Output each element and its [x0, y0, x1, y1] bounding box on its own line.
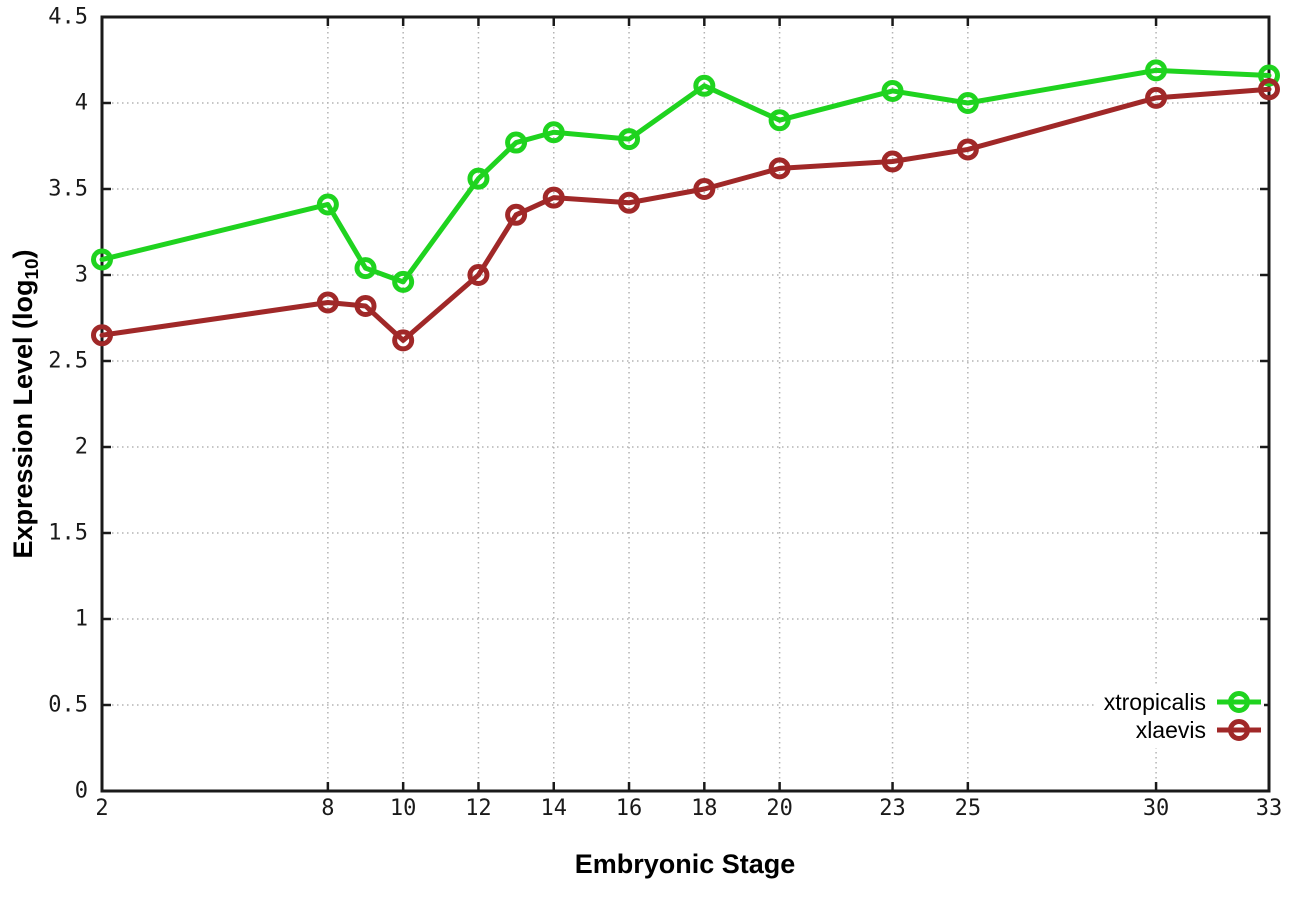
data-point-xlaevis	[956, 138, 979, 161]
y-tick-label: 3	[74, 262, 88, 288]
x-tick-label: 20	[766, 796, 793, 821]
data-point-xtropicalis	[1145, 59, 1168, 82]
x-tick-label: 33	[1255, 796, 1283, 821]
data-point-xtropicalis	[768, 109, 791, 132]
x-tick-label: 25	[954, 796, 982, 821]
data-point-xlaevis	[392, 329, 415, 352]
x-tick-label: 12	[465, 796, 492, 821]
data-point-xlaevis	[768, 157, 791, 180]
x-tick-label: 2	[95, 796, 109, 821]
data-point-xtropicalis	[542, 121, 565, 144]
x-tick-label: 30	[1142, 796, 1170, 821]
y-axis-title-text: Expression Level (log	[7, 279, 38, 559]
data-point-xtropicalis	[505, 131, 528, 154]
xtropicalis-marker-icon	[1217, 691, 1261, 713]
series-line-xtropicalis	[99, 67, 1272, 285]
y-tick-label: 2.5	[48, 348, 88, 374]
y-tick-label: 0.5	[48, 692, 88, 718]
data-point-xlaevis	[316, 291, 339, 314]
legend-label-xtropicalis: xtropicalis	[1103, 688, 1206, 715]
data-point-xlaevis	[1145, 86, 1168, 109]
data-point-xtropicalis	[467, 167, 490, 190]
data-point-xtropicalis	[956, 92, 979, 114]
y-tick-label: 4.5	[48, 4, 88, 30]
y-axis-title-suffix: )	[7, 249, 38, 259]
legend: xtropicalis xlaevis	[1093, 684, 1264, 748]
data-point-xlaevis	[542, 186, 565, 209]
y-tick-label: 1.5	[48, 520, 88, 546]
x-tick-label: 18	[691, 796, 718, 821]
x-tick-label: 23	[879, 796, 906, 821]
data-point-xtropicalis	[316, 193, 339, 216]
data-point-xlaevis	[881, 150, 904, 173]
xlaevis-marker-icon	[1217, 719, 1261, 741]
y-tick-label: 2	[74, 434, 88, 460]
data-point-xtropicalis	[354, 257, 377, 280]
x-tick-label: 16	[615, 796, 643, 821]
y-axis-title: Expression Level (log10)	[8, 249, 44, 558]
data-point-xtropicalis	[693, 74, 716, 97]
legend-label-xlaevis: xlaevis	[1135, 716, 1206, 743]
data-point-xlaevis	[354, 294, 377, 317]
legend-row-xlaevis: xlaevis	[1136, 716, 1262, 744]
data-point-xlaevis	[467, 264, 490, 286]
legend-row-xtropicalis: xtropicalis	[1104, 688, 1262, 716]
data-point-xlaevis	[1258, 78, 1280, 101]
x-tick-label: 14	[540, 796, 567, 821]
x-tick-label: 10	[389, 796, 417, 821]
data-point-xtropicalis	[881, 79, 904, 102]
plot-border	[100, 15, 1271, 793]
y-axis-title-subscript: 10	[22, 258, 44, 280]
x-tick-label: 8	[321, 796, 335, 821]
y-tick-label: 4	[74, 90, 88, 116]
data-point-xtropicalis	[618, 128, 641, 151]
data-point-xlaevis	[693, 178, 716, 200]
data-point-xtropicalis	[1258, 64, 1280, 87]
data-point-xlaevis	[618, 191, 641, 214]
data-point-xtropicalis	[91, 248, 113, 271]
y-tick-label: 0	[74, 778, 88, 804]
data-point-xtropicalis	[392, 270, 415, 293]
data-point-xlaevis	[505, 203, 528, 226]
y-tick-label: 1	[74, 606, 88, 632]
x-axis-title: Embryonic Stage	[574, 849, 796, 879]
y-tick-label: 3.5	[48, 176, 88, 202]
data-point-xlaevis	[91, 324, 113, 347]
